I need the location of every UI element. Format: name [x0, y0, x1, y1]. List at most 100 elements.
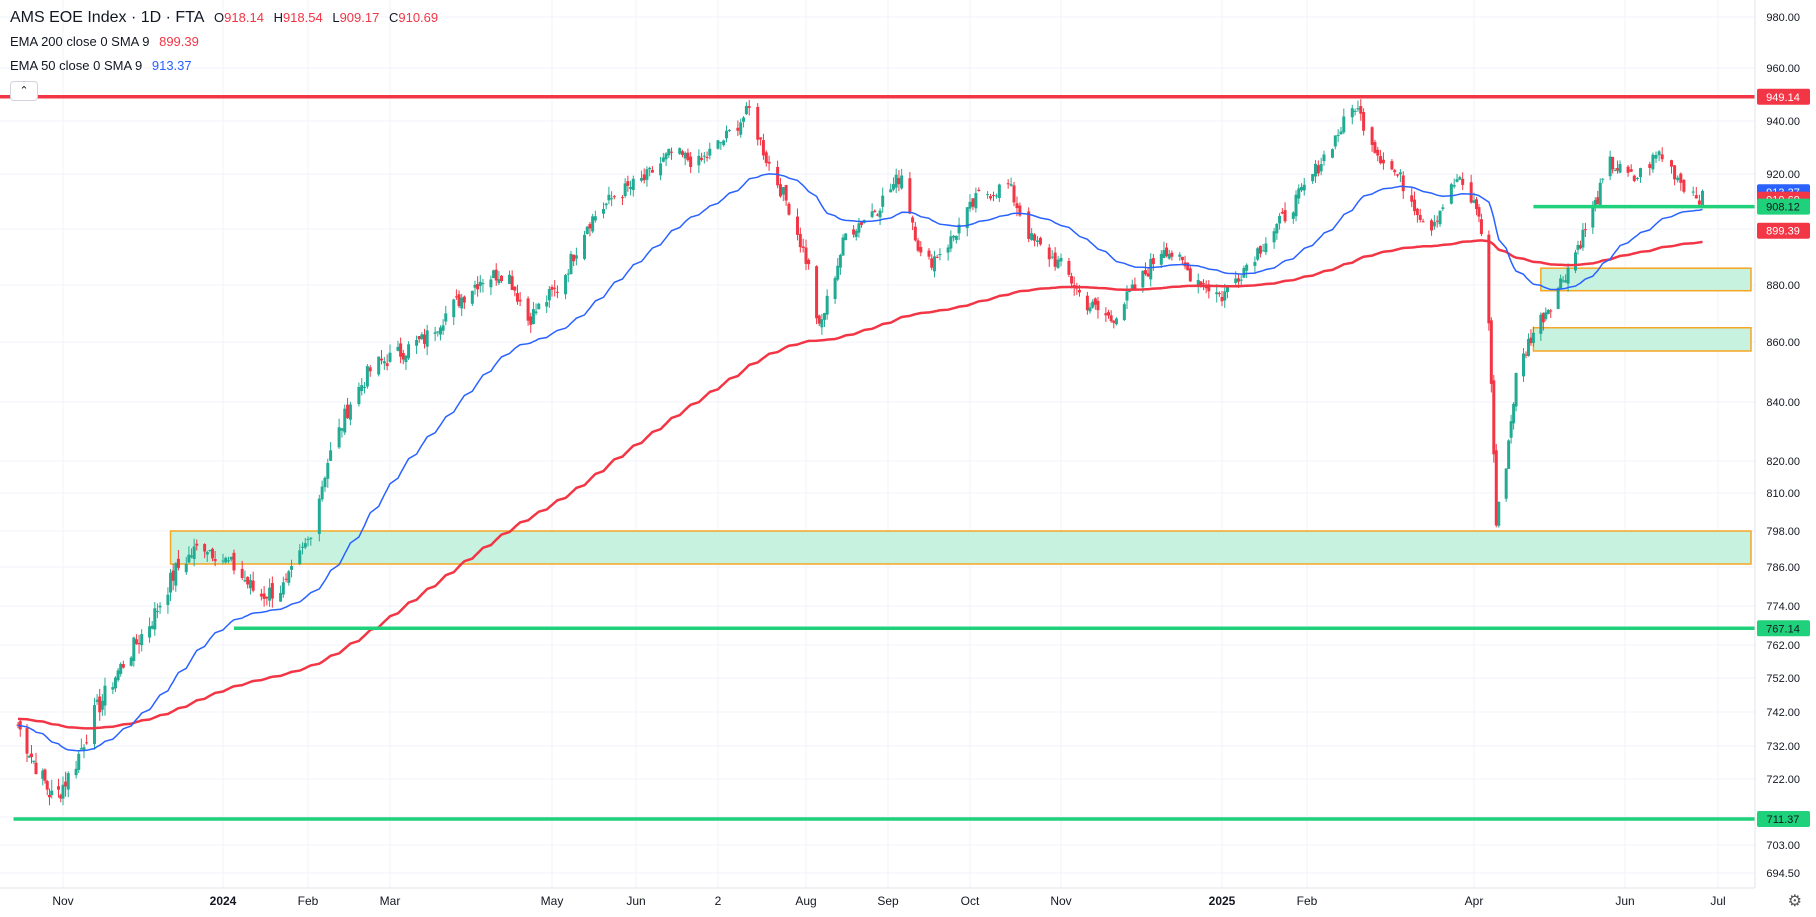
candle-body	[1264, 243, 1268, 253]
candle-body	[1015, 203, 1019, 209]
candle-body	[1455, 179, 1459, 182]
candle-body	[262, 593, 266, 599]
price-label-badge	[1757, 620, 1810, 637]
candle-body	[705, 157, 709, 159]
candle-body	[232, 552, 236, 571]
candle-body	[881, 195, 885, 207]
candle-body	[1546, 310, 1550, 314]
candle-body	[1359, 106, 1363, 114]
horizontal-levels[interactable]	[0, 95, 1755, 821]
candle-body	[823, 313, 827, 320]
candle-body	[529, 316, 533, 325]
price-label-badge	[1757, 222, 1810, 239]
candle-body	[396, 346, 400, 351]
candle-body	[1170, 252, 1174, 257]
candle-body	[965, 207, 969, 229]
candle-body	[497, 279, 501, 284]
candle-body	[444, 313, 448, 322]
candle-body	[82, 747, 86, 750]
candle-body	[226, 560, 230, 562]
candle-body	[1438, 210, 1442, 225]
symbol-title[interactable]: AMS EOE Index · 1D · FTA	[10, 9, 205, 26]
candle-body	[1398, 172, 1402, 175]
candle-body	[820, 319, 824, 328]
candle-body	[1207, 284, 1211, 292]
candle-body	[645, 169, 649, 180]
y-tick-label: 860.00	[1766, 337, 1800, 349]
candle-body	[1236, 278, 1240, 282]
price-label-text: 908.12	[1766, 202, 1800, 214]
demand-zone[interactable]	[1532, 327, 1752, 352]
candle-body	[1593, 199, 1597, 206]
candle-body	[203, 544, 207, 552]
x-tick-label: May	[541, 894, 564, 908]
candle-body	[927, 250, 931, 257]
candle-body	[246, 576, 250, 585]
candle-body	[1701, 190, 1704, 206]
candle-body	[492, 270, 496, 279]
candle-body	[279, 592, 283, 602]
y-tick-label: 960.00	[1766, 63, 1800, 75]
demand-zone[interactable]	[1540, 267, 1752, 292]
candle-body	[1107, 312, 1111, 316]
candle-body	[113, 677, 117, 689]
candle-body	[891, 184, 895, 190]
x-tick-label: Sep	[877, 894, 899, 908]
candle-body	[986, 194, 990, 196]
candle-body	[583, 234, 587, 259]
candle-body	[213, 559, 217, 562]
candle-body	[337, 427, 341, 448]
demand-zone[interactable]	[169, 530, 1752, 565]
candle-body	[1128, 290, 1132, 292]
candle-body	[1529, 337, 1533, 344]
ema200-row[interactable]: EMA 200 close 0 SMA 9 899.39	[10, 30, 438, 54]
collapse-legend-button[interactable]: ⌃	[10, 81, 38, 101]
candle-body	[32, 760, 36, 762]
candle-body	[132, 637, 136, 661]
candle-body	[1393, 170, 1397, 173]
candle-body	[1234, 278, 1238, 283]
candle-body	[1272, 231, 1276, 243]
candle-body	[1186, 262, 1190, 271]
candle-body	[1472, 200, 1476, 203]
candle-body	[1038, 237, 1042, 245]
y-tick-label: 820.00	[1766, 456, 1800, 468]
chart-legend: AMS EOE Index · 1D · FTA O918.14 H918.54…	[10, 6, 438, 101]
x-tick-label: Apr	[1465, 894, 1484, 908]
candle-body	[1573, 252, 1577, 271]
candle-body	[43, 769, 47, 781]
candle-body	[1616, 168, 1620, 171]
candle-body	[476, 284, 480, 290]
candle-body	[1070, 276, 1074, 284]
candle-body	[1578, 245, 1582, 249]
candle-body	[716, 140, 720, 149]
candle-body	[1217, 293, 1221, 295]
candle-body	[841, 237, 845, 256]
candle-body	[1311, 174, 1315, 182]
candle-body	[1300, 186, 1304, 191]
candle-body	[166, 594, 170, 605]
candle-body	[1122, 304, 1126, 320]
candle-body	[248, 579, 252, 589]
candle-body	[79, 748, 83, 750]
candle-body	[287, 571, 291, 583]
candle-body	[513, 286, 517, 291]
gear-icon[interactable]: ⚙	[1787, 893, 1802, 910]
candle-body	[1673, 165, 1677, 180]
candle-body	[1088, 307, 1092, 312]
x-tick-label: Oct	[961, 894, 980, 908]
candle-body	[1670, 160, 1673, 167]
candle-body	[626, 181, 630, 186]
candle-body	[1401, 175, 1405, 192]
candle-body	[952, 235, 956, 238]
candle-body	[1376, 149, 1380, 156]
candle-body	[604, 203, 608, 206]
ema50-row[interactable]: EMA 50 close 0 SMA 9 913.37	[10, 54, 438, 78]
candle-body	[854, 230, 858, 238]
candle-body	[678, 148, 682, 154]
candle-body	[190, 555, 194, 558]
candle-body	[1418, 215, 1422, 220]
y-tick-label: 810.00	[1766, 488, 1800, 500]
candle-body	[153, 608, 157, 630]
